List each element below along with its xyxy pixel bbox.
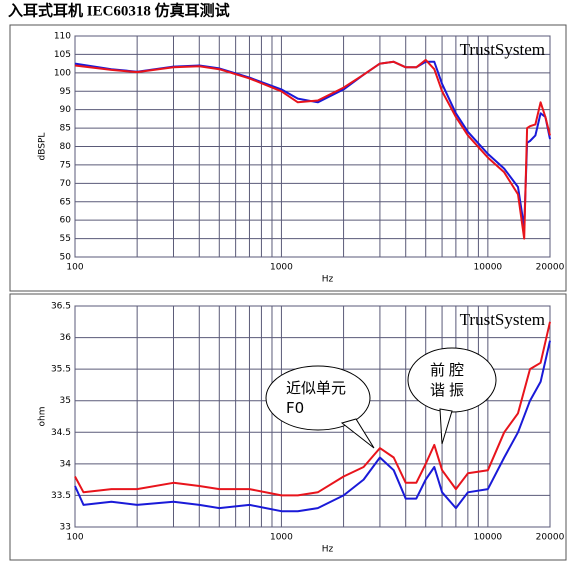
x-tick-label: 20000 (536, 263, 565, 273)
panel (9, 24, 567, 292)
y-axis-label: dBSPL (38, 133, 48, 161)
data-line (74, 58, 551, 240)
y-tick-label: 55 (60, 234, 71, 244)
x-tick-label: 1000 (270, 533, 293, 543)
x-axis-label: Hz (322, 545, 334, 555)
callout (265, 365, 371, 431)
y-tick-label: 95 (60, 87, 71, 97)
y-tick-label: 90 (60, 105, 72, 115)
callout-tail (439, 408, 453, 445)
x-axis-label: Hz (322, 275, 334, 285)
y-tick-label: 80 (60, 142, 72, 152)
watermark: TrustSystem (460, 310, 545, 329)
annotation: 前腔谐振 (430, 361, 469, 399)
x-tick-label: 10000 (474, 263, 503, 273)
x-tick-label: 20000 (536, 533, 565, 543)
y-tick-label: 34.5 (51, 428, 71, 438)
y-tick-label: 50 (60, 253, 72, 263)
x-tick-label: 1000 (270, 263, 293, 273)
y-tick-label: 65 (60, 197, 71, 207)
x-tick-label: 10000 (474, 533, 503, 543)
y-tick-label: 110 (54, 32, 71, 42)
y-tick-label: 35 (60, 396, 71, 406)
y-tick-label: 36.5 (51, 302, 71, 312)
watermark: TrustSystem (460, 40, 545, 59)
x-tick-label: 100 (66, 263, 83, 273)
page-title: 入耳式耳机 IEC60318 仿真耳测试 (8, 1, 230, 19)
y-tick-label: 105 (54, 50, 71, 60)
y-tick-label: 70 (60, 179, 72, 189)
x-tick-label: 100 (66, 533, 83, 543)
y-tick-label: 75 (60, 160, 71, 170)
data-line (74, 321, 551, 497)
y-tick-label: 85 (60, 124, 71, 134)
y-tick-label: 35.5 (51, 365, 71, 375)
annotation: 近似单元F0 (286, 379, 347, 417)
panel (9, 293, 567, 561)
data-line (74, 340, 551, 513)
y-tick-label: 33.5 (51, 491, 71, 501)
callout-tail (340, 418, 375, 449)
y-tick-label: 36 (60, 333, 72, 343)
y-axis-label: ohm (38, 407, 48, 427)
y-tick-label: 100 (54, 68, 71, 78)
y-tick-label: 34 (60, 459, 72, 469)
y-tick-label: 33 (60, 523, 71, 533)
y-tick-label: 60 (60, 216, 72, 226)
